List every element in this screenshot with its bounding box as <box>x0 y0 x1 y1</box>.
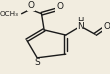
Text: O: O <box>103 22 110 31</box>
Text: S: S <box>34 58 40 67</box>
Text: H: H <box>77 17 84 26</box>
Text: OCH₃: OCH₃ <box>0 11 19 17</box>
Text: O: O <box>56 2 63 11</box>
Text: N: N <box>77 22 84 31</box>
Text: O: O <box>28 1 35 10</box>
